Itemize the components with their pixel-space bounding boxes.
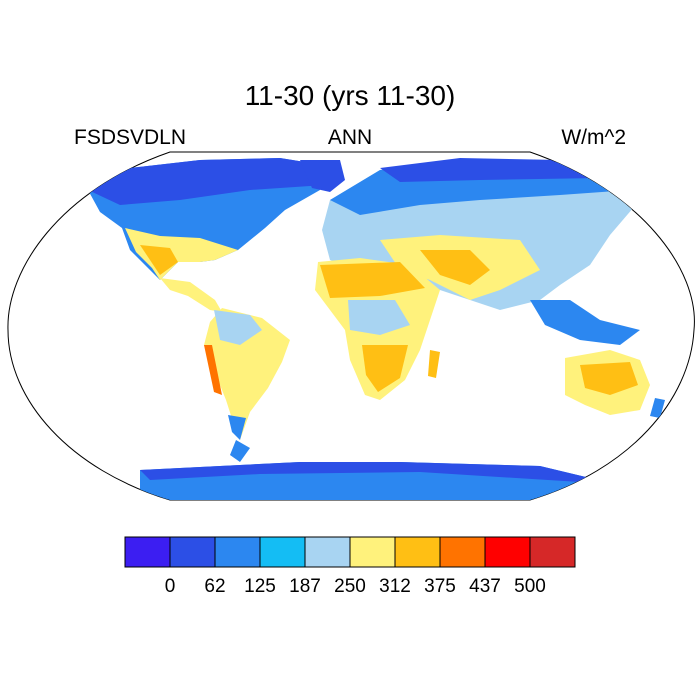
colorbar-tick-label: 250 [334,576,366,597]
south-america-north [214,310,262,345]
greenland [300,160,345,192]
colorbar-bin [169,536,216,568]
north-america-north [88,158,330,205]
andes-warm [204,345,222,395]
colorbar-bin [439,536,486,568]
variable-label: FSDSVDLN [74,126,187,149]
colorbar-bin [484,536,531,568]
southeast-asia [530,300,640,345]
central-africa [348,300,410,335]
colorbar-tick-label: 375 [424,576,456,597]
madagascar [428,350,440,378]
colorbar-bin [529,536,576,568]
plot-title: 11-30 (yrs 11-30) [244,80,456,111]
colorbar-tick-label: 500 [514,576,546,597]
season-label: ANN [327,126,373,149]
north-america-south [125,228,238,280]
sahara [320,262,425,298]
colorbar [124,536,576,568]
antarctic-peninsula [230,440,250,462]
colorbar-tick-label: 437 [469,576,501,597]
colorbar-tick-label: 125 [244,576,276,597]
colorbar-bin [349,536,396,568]
world-map [7,151,695,501]
colorbar-tick-label: 62 [204,576,226,597]
australia-center [580,362,638,395]
colorbar-tick-label: 0 [164,576,176,597]
colorbar-tick-label: 187 [289,576,321,597]
central-america [160,278,222,312]
new-zealand [650,398,665,418]
colorbar-bin [394,536,441,568]
south-america-tip [228,415,246,440]
colorbar-tick-label: 312 [379,576,411,597]
arabia-warm [420,250,490,285]
north-america-warm [140,245,178,275]
colorbar-bin [214,536,261,568]
eurasia-far-north [380,158,620,182]
antarctica-edge [140,462,590,482]
colorbar-bin [124,536,171,568]
southern-africa [362,345,408,392]
colorbar-bin [304,536,351,568]
units-label: W/m^2 [561,126,626,149]
colorbar-bin [259,536,306,568]
